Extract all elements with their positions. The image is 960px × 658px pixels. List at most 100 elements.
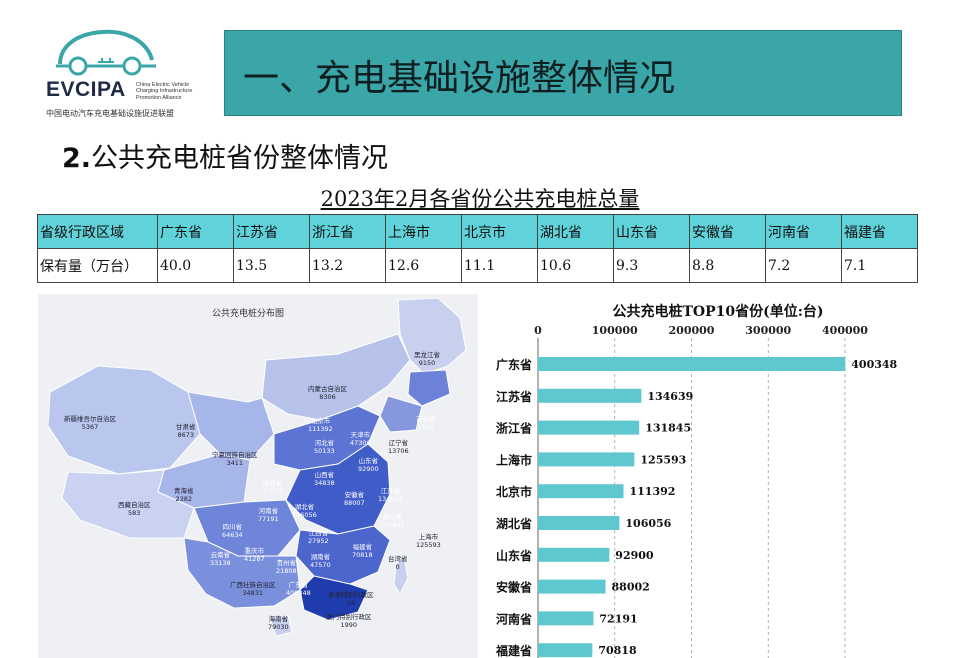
category-label: 江苏省 [496, 389, 532, 404]
logo-sub-line: Charging Infrastructure [136, 88, 193, 95]
bar [538, 516, 620, 530]
map-region-label: 吉林省 7120 [416, 415, 436, 431]
table-header-cell: 省级行政区域 [37, 214, 158, 249]
category-label: 山东省 [496, 548, 532, 563]
map-region-label: 浙江省 131845 [380, 513, 405, 529]
x-tick-label: 0 [534, 324, 542, 337]
table-cell: 11.1 [461, 248, 538, 283]
map-region-label: 云南省 33138 [210, 551, 231, 567]
map-title: 公共充电桩分布图 [211, 309, 284, 319]
category-label: 浙江省 [496, 421, 532, 436]
table-row: 保有量（万台） 40.0 13.5 13.2 12.6 11.1 10.6 9.… [37, 248, 918, 283]
map-region-label: 黑龙江省 9150 [414, 351, 440, 367]
section-title-text: 公共充电桩省份整体情况 [91, 143, 389, 174]
x-tick-label: 100000 [592, 324, 638, 337]
x-tick-label: 300000 [745, 324, 791, 337]
map-region-label: 河北省 50133 [314, 439, 335, 455]
table-header-cell: 江苏省 [233, 214, 310, 249]
map-region-label: 贵州省 21808 [276, 559, 297, 575]
table-title: 2023年2月各省份公共充电桩总量 [320, 187, 640, 211]
bar [538, 579, 606, 594]
map-region-label: 澳门特别行政区 1990 [326, 613, 372, 629]
bar [538, 484, 624, 499]
top10-bar-chart: 公共充电桩TOP10省份(单位:台) 0 100000 200000 300000 400… [495, 303, 898, 658]
logo-sub-line: Promotion Alliance [136, 94, 182, 101]
bar-value-label: 72191 [599, 612, 637, 625]
bar-value-label: 125593 [640, 453, 686, 466]
map-region-label: 江西省 27952 [308, 529, 329, 545]
x-tick-label: 200000 [669, 324, 715, 337]
section-title: 2.公共充电桩省份整体情况 [62, 136, 388, 175]
map-region-label: 海南省 79030 [268, 615, 289, 631]
map-region-label: 重庆市 41287 [244, 547, 265, 563]
category-label: 安徽省 [496, 580, 532, 595]
table-cell: 40.0 [157, 248, 234, 283]
logo-name: EVCIPA [46, 78, 126, 101]
bar [538, 643, 593, 658]
table-header-cell: 河南省 [765, 214, 842, 249]
map-region-label: 安徽省 88007 [344, 491, 365, 507]
map-region-label: 北京市 111392 [308, 417, 333, 433]
map-region-label: 上海市 125593 [416, 533, 441, 549]
category-label: 北京市 [496, 484, 532, 499]
map-region-label: 辽宁省 13706 [388, 439, 409, 455]
chart-title: 公共充电桩TOP10省份(单位:台) [612, 303, 823, 320]
table-header-cell: 山东省 [613, 214, 690, 249]
bar [538, 357, 846, 371]
map-region-label: 山东省 92900 [358, 457, 379, 473]
table-header-cell: 湖北省 [537, 214, 614, 249]
map-region-label: 青海省 2382 [174, 487, 194, 503]
map-region-label: 陕西省 47978 [262, 479, 283, 495]
category-label: 湖北省 [496, 516, 532, 531]
page-title: 一、充电基础设施整体情况 [243, 58, 676, 99]
map-region-label: 江苏省 134639 [378, 487, 403, 503]
table-cell: 13.2 [309, 248, 386, 283]
map-region-label: 福建省 70818 [352, 543, 373, 559]
table-cell: 7.2 [765, 248, 842, 283]
bar [538, 452, 635, 467]
map-region-label: 香港特别行政区 24 [328, 591, 374, 607]
logo-cn-name: 中国电动汽车充电基础设施促进联盟 [46, 109, 174, 118]
table-cell: 8.8 [689, 248, 766, 283]
header-banner: 一、充电基础设施整体情况 [224, 30, 902, 116]
map-region-label: 天津市 47306 [350, 431, 371, 447]
category-label: 福建省 [495, 643, 532, 658]
map-region-label: 宁夏回族自治区 3411 [212, 451, 258, 467]
category-label: 河南省 [495, 611, 532, 626]
map-region-label: 湖南省 47570 [310, 553, 331, 569]
car-logo-icon [56, 29, 156, 76]
map-region-label: 广东省 400348 [286, 581, 311, 597]
bar-value-label: 92900 [615, 549, 654, 562]
table-cell: 10.6 [537, 248, 614, 283]
bar-value-label: 134639 [647, 390, 693, 403]
bar-value-label: 111392 [629, 485, 675, 498]
map-region-label: 西藏自治区 583 [118, 501, 151, 517]
logo-sub-line: China Electric Vehicle [136, 82, 190, 88]
bar [538, 388, 642, 403]
x-tick-label: 400000 [822, 324, 868, 337]
category-label: 广东省 [496, 357, 532, 372]
section-number: 2. [62, 143, 92, 174]
table-header-cell: 福建省 [841, 214, 918, 249]
map-region-label: 河南省 77191 [258, 507, 279, 523]
bar-value-label: 88002 [612, 581, 650, 594]
table-header-row: 省级行政区域 广东省 江苏省 浙江省 上海市 北京市 湖北省 山东省 安徽省 河… [37, 214, 918, 249]
logo-subtitle: China Electric Vehicle Charging Infrastr… [136, 82, 208, 101]
bar-value-label: 70818 [598, 644, 637, 657]
map-region-label: 台湾省 0 [388, 555, 408, 571]
bar-value-label: 131845 [645, 422, 691, 435]
table-cell: 保有量（万台） [37, 248, 158, 283]
category-label: 上海市 [496, 452, 532, 467]
bar-value-label: 400348 [851, 358, 897, 371]
china-map-shape [47, 297, 467, 637]
map-region-label: 内蒙古自治区 8306 [308, 385, 347, 401]
table-header-cell: 浙江省 [309, 214, 386, 249]
table-cell: 13.5 [233, 248, 310, 283]
bar-value-label: 106056 [625, 517, 671, 530]
table-header-cell: 安徽省 [689, 214, 766, 249]
table-header-cell: 上海市 [385, 214, 462, 249]
map-region-label: 新疆维吾尔自治区 5367 [64, 415, 116, 431]
table-header-cell: 广东省 [157, 214, 234, 249]
bar [538, 611, 594, 626]
province-stats-table: 省级行政区域 广东省 江苏省 浙江省 上海市 北京市 湖北省 山东省 安徽省 河… [37, 214, 918, 283]
